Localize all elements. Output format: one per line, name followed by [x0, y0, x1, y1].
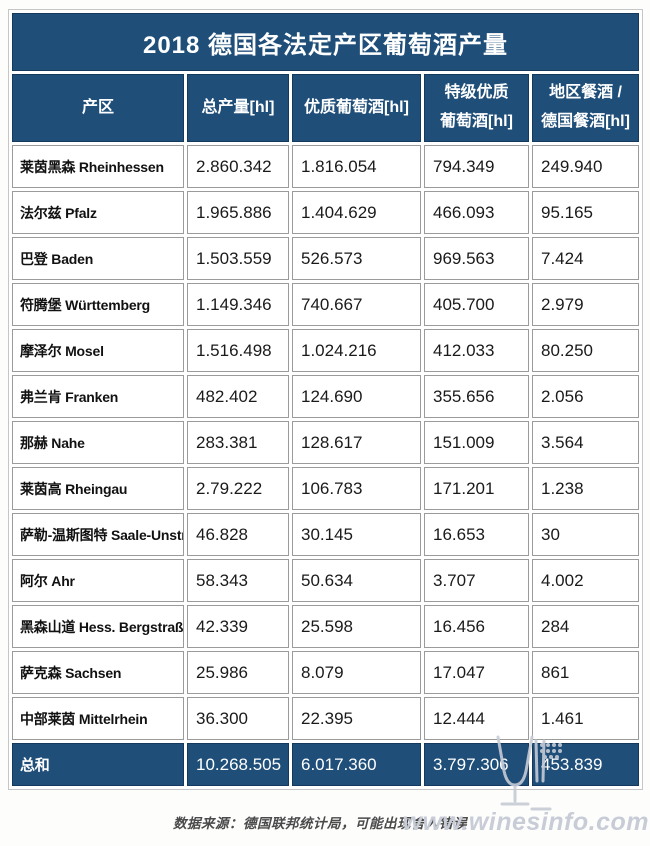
header-row: 产区 总产量[hl] 优质葡萄酒[hl] 特级优质 葡萄酒[hl] 地区餐酒 / 德国餐酒[…	[12, 74, 640, 142]
value-cell: 453.839	[532, 743, 640, 786]
value-cell: 106.783	[292, 467, 421, 510]
value-cell: 17.047	[424, 651, 529, 694]
value-cell: 405.700	[424, 283, 529, 326]
region-cell: 巴登 Baden	[12, 237, 184, 280]
table-row: 弗兰肯 Franken 482.402 124.690 355.656 2.056	[12, 375, 640, 418]
value-cell: 50.634	[292, 559, 421, 602]
table-row: 那赫 Nahe 283.381 128.617 151.009 3.564	[12, 421, 640, 464]
region-cell: 莱茵黑森 Rheinhessen	[12, 145, 184, 188]
region-cell: 弗兰肯 Franken	[12, 375, 184, 418]
total-row: 总和 10.268.505 6.017.360 3.797.306 453.839	[12, 743, 640, 786]
region-cell: 萨克森 Sachsen	[12, 651, 184, 694]
table-row: 萨勒-温斯图特 Saale-Unstrut 46.828 30.145 16.653 3…	[12, 513, 640, 556]
value-cell: 1.461	[532, 697, 640, 740]
value-cell: 58.343	[187, 559, 289, 602]
value-cell: 151.009	[424, 421, 529, 464]
value-cell: 42.339	[187, 605, 289, 648]
value-cell: 3.564	[532, 421, 640, 464]
value-cell: 1.238	[532, 467, 640, 510]
value-cell: 355.656	[424, 375, 529, 418]
column-header-0: 产区	[12, 74, 184, 142]
value-cell: 6.017.360	[292, 743, 421, 786]
region-cell: 黑森山道 Hess. Bergstraße	[12, 605, 184, 648]
value-cell: 482.402	[187, 375, 289, 418]
value-cell: 10.268.505	[187, 743, 289, 786]
region-cell: 中部莱茵 Mittelrhein	[12, 697, 184, 740]
total-label-cell: 总和	[12, 743, 184, 786]
value-cell: 1.816.054	[292, 145, 421, 188]
table-title: 2018 德国各法定产区葡萄酒产量	[12, 13, 640, 71]
column-header-1: 总产量[hl]	[187, 74, 289, 142]
table-row: 莱茵高 Rheingau 2.79.222 106.783 171.201 1.238	[12, 467, 640, 510]
value-cell: 1.516.498	[187, 329, 289, 372]
value-cell: 128.617	[292, 421, 421, 464]
value-cell: 16.653	[424, 513, 529, 556]
title-row: 2018 德国各法定产区葡萄酒产量	[12, 13, 640, 71]
column-header-3: 特级优质 葡萄酒[hl]	[424, 74, 529, 142]
value-cell: 3.707	[424, 559, 529, 602]
value-cell: 8.079	[292, 651, 421, 694]
table-row: 阿尔 Ahr 58.343 50.634 3.707 4.002	[12, 559, 640, 602]
table-row: 萨克森 Sachsen 25.986 8.079 17.047 861	[12, 651, 640, 694]
value-cell: 46.828	[187, 513, 289, 556]
value-cell: 1.149.346	[187, 283, 289, 326]
value-cell: 861	[532, 651, 640, 694]
wine-glass-icon	[496, 735, 562, 811]
value-cell: 284	[532, 605, 640, 648]
value-cell: 2.979	[532, 283, 640, 326]
value-cell: 30.145	[292, 513, 421, 556]
value-cell: 124.690	[292, 375, 421, 418]
value-cell: 12.444	[424, 697, 529, 740]
value-cell: 25.986	[187, 651, 289, 694]
value-cell: 95.165	[532, 191, 640, 234]
column-header-2: 优质葡萄酒[hl]	[292, 74, 421, 142]
value-cell: 4.002	[532, 559, 640, 602]
table-row: 莱茵黑森 Rheinhessen 2.860.342 1.816.054 794.34…	[12, 145, 640, 188]
value-cell: 7.424	[532, 237, 640, 280]
region-cell: 法尔兹 Pfalz	[12, 191, 184, 234]
column-header-4: 地区餐酒 / 德国餐酒[hl]	[532, 74, 640, 142]
value-cell: 2.056	[532, 375, 640, 418]
value-cell: 526.573	[292, 237, 421, 280]
value-cell: 22.395	[292, 697, 421, 740]
value-cell: 1.404.629	[292, 191, 421, 234]
value-cell: 1.503.559	[187, 237, 289, 280]
value-cell: 412.033	[424, 329, 529, 372]
table-row: 摩泽尔 Mosel 1.516.498 1.024.216 412.033 80.250	[12, 329, 640, 372]
region-cell: 莱茵高 Rheingau	[12, 467, 184, 510]
region-cell: 那赫 Nahe	[12, 421, 184, 464]
region-cell: 萨勒-温斯图特 Saale-Unstrut	[12, 513, 184, 556]
value-cell: 171.201	[424, 467, 529, 510]
value-cell: 466.093	[424, 191, 529, 234]
value-cell: 3.797.306	[424, 743, 529, 786]
value-cell: 36.300	[187, 697, 289, 740]
value-cell: 25.598	[292, 605, 421, 648]
table-row: 黑森山道 Hess. Bergstraße 42.339 25.598 16.456 2…	[12, 605, 640, 648]
value-cell: 794.349	[424, 145, 529, 188]
table-row: 法尔兹 Pfalz 1.965.886 1.404.629 466.093 95.165	[12, 191, 640, 234]
region-cell: 阿尔 Ahr	[12, 559, 184, 602]
region-cell: 符腾堡 Württemberg	[12, 283, 184, 326]
value-cell: 969.563	[424, 237, 529, 280]
table-row: 中部莱茵 Mittelrhein 36.300 22.395 12.444 1.461	[12, 697, 640, 740]
value-cell: 2.79.222	[187, 467, 289, 510]
value-cell: 740.667	[292, 283, 421, 326]
value-cell: 80.250	[532, 329, 640, 372]
data-source-note: 数据来源：德国联邦统计局，可能出现舍入错误	[173, 816, 467, 831]
region-cell: 摩泽尔 Mosel	[12, 329, 184, 372]
table-row: 巴登 Baden 1.503.559 526.573 969.563 7.424	[12, 237, 640, 280]
value-cell: 2.860.342	[187, 145, 289, 188]
site-watermark: www.winesinfo.com	[402, 808, 649, 836]
table-row: 符腾堡 Württemberg 1.149.346 740.667 405.700 2.…	[12, 283, 640, 326]
value-cell: 1.965.886	[187, 191, 289, 234]
value-cell: 249.940	[532, 145, 640, 188]
value-cell: 16.456	[424, 605, 529, 648]
value-cell: 30	[532, 513, 640, 556]
value-cell: 283.381	[187, 421, 289, 464]
wine-production-table: 2018 德国各法定产区葡萄酒产量 产区 总产量[hl] 优质葡萄酒[hl] 特级优质…	[8, 9, 644, 790]
value-cell: 1.024.216	[292, 329, 421, 372]
